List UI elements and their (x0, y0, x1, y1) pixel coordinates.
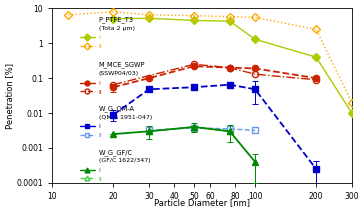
Text: II: II (99, 89, 103, 95)
Text: (SSWP04/03): (SSWP04/03) (99, 71, 139, 76)
X-axis label: Particle Diameter [nm]: Particle Diameter [nm] (154, 198, 250, 207)
Text: P_PTFE_T3: P_PTFE_T3 (99, 16, 134, 23)
Text: II: II (99, 44, 103, 49)
Text: I: I (99, 168, 100, 173)
Text: W_G_GF/C: W_G_GF/C (99, 149, 133, 156)
Text: I: I (99, 81, 100, 86)
Text: 30: 30 (144, 192, 154, 201)
Text: I: I (99, 124, 100, 129)
Text: 40: 40 (170, 192, 179, 201)
Text: II: II (99, 177, 103, 182)
Text: 80: 80 (231, 192, 240, 201)
Text: 50: 50 (189, 192, 199, 201)
Text: 20: 20 (108, 192, 118, 201)
Text: (Tota 2 μm): (Tota 2 μm) (99, 26, 135, 31)
Text: 200: 200 (309, 192, 323, 201)
Y-axis label: Penetration [%]: Penetration [%] (5, 63, 14, 129)
Text: (GF/C 1622/347): (GF/C 1622/347) (99, 158, 150, 163)
Text: 300: 300 (344, 192, 359, 201)
Text: I: I (99, 35, 100, 40)
Text: M_MCE_SGWP: M_MCE_SGWP (99, 61, 145, 68)
Text: (QM-A 1951-047): (QM-A 1951-047) (99, 115, 152, 120)
Text: II: II (99, 133, 103, 138)
Text: W_G_QM-A: W_G_QM-A (99, 105, 135, 112)
Text: 100: 100 (248, 192, 262, 201)
Text: 10: 10 (47, 192, 57, 201)
Text: 60: 60 (205, 192, 215, 201)
